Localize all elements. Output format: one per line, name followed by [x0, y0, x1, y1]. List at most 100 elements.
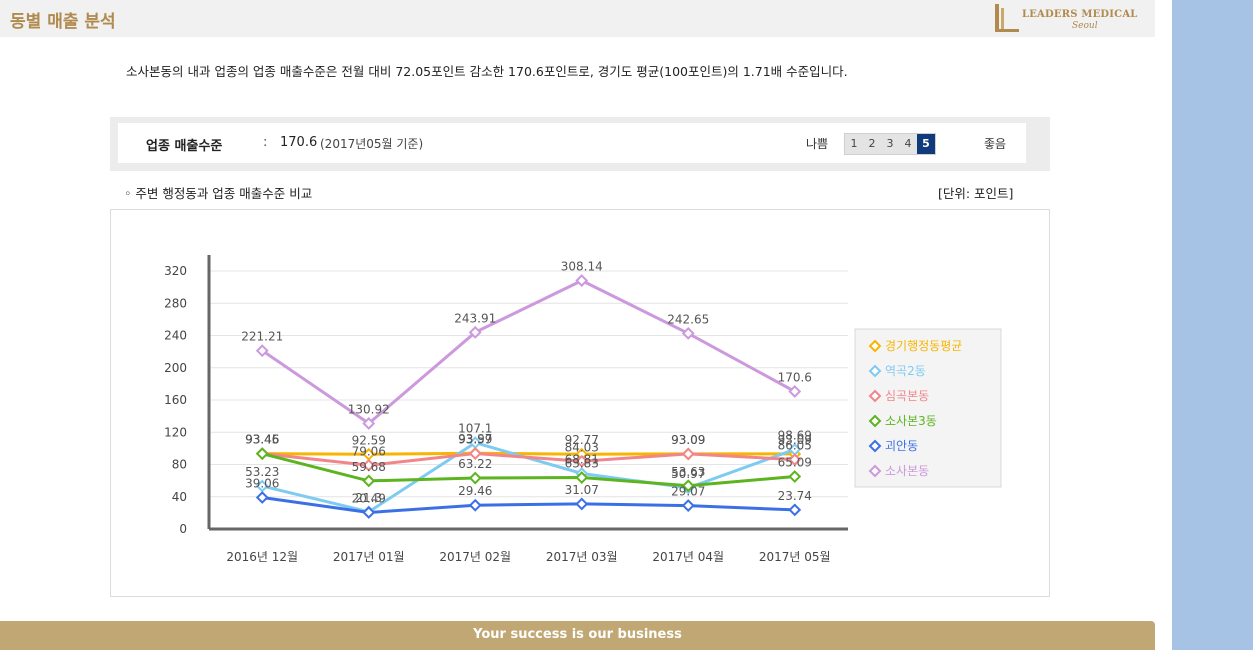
data-point [468, 498, 482, 512]
summary-text: 소사본동의 내과 업종의 업종 매출수준은 전월 대비 72.05포인트 감소한… [126, 64, 848, 79]
legend-marker [868, 464, 882, 478]
series-line [261, 278, 796, 426]
scale-step-3: 3 [886, 137, 894, 150]
data-label: 308.14 [561, 260, 603, 274]
data-label: 79.06 [352, 444, 386, 458]
data-point [681, 447, 695, 461]
data-point [255, 479, 269, 493]
data-point [362, 474, 376, 488]
data-label: 21.3 [355, 491, 382, 505]
y-tick-label: 40 [172, 490, 187, 504]
data-label: 63.83 [565, 457, 599, 471]
data-label: 93.09 [671, 433, 705, 447]
data-label: 107.1 [458, 422, 492, 436]
y-tick-label: 320 [164, 264, 187, 278]
legend-label: 역곡2동 [885, 364, 926, 378]
data-label: 53.63 [671, 465, 705, 479]
y-tick-label: 160 [164, 393, 187, 407]
sales-level-value: 170.6 [280, 135, 318, 150]
y-tick-label: 280 [164, 296, 187, 310]
legend-label: 경기행정동평균 [885, 338, 962, 353]
legend-marker [868, 439, 882, 453]
level-scale: 1 2 3 4 5 [844, 133, 936, 155]
scale-step-1: 1 [850, 137, 858, 150]
footer-slogan: Your success is our business [473, 627, 682, 642]
data-label: 221.21 [241, 330, 283, 344]
data-point [255, 491, 269, 504]
data-label: 65.09 [778, 456, 812, 470]
right-side-panel [1172, 0, 1253, 650]
data-label: 84.03 [565, 440, 599, 454]
page-title: 동별 매출 분석 [10, 12, 116, 32]
header-bar: 동별 매출 분석 LEADERS MEDICAL Seoul [0, 0, 1155, 37]
x-tick-label: 2017년 01월 [333, 550, 405, 564]
logo-mark-icon [995, 4, 1019, 32]
data-point [575, 471, 589, 484]
data-point [575, 497, 589, 511]
data-point [575, 274, 589, 287]
data-point [255, 447, 269, 461]
data-label: 59.68 [352, 460, 386, 474]
legend-marker [868, 364, 882, 378]
x-tick-label: 2017년 05월 [759, 550, 831, 564]
data-label: 20.49 [352, 491, 386, 505]
data-label: 39.06 [245, 477, 279, 491]
y-tick-label: 240 [164, 329, 187, 343]
sales-level-label: 업종 매출수준 [146, 139, 223, 154]
data-point [575, 454, 589, 468]
data-point [681, 499, 695, 512]
x-tick-label: 2017년 03월 [546, 550, 618, 564]
data-point [468, 325, 482, 339]
data-label: 63.22 [458, 457, 492, 471]
data-label: 242.65 [667, 312, 709, 326]
data-label: 29.07 [671, 485, 705, 499]
y-tick-label: 120 [164, 425, 187, 439]
x-tick-label: 2016년 12월 [226, 550, 298, 564]
data-label: 29.46 [458, 484, 492, 498]
unit-label: [단위: 포인트] [938, 186, 1014, 201]
legend-label: 심곡본동 [885, 389, 929, 403]
data-point [788, 470, 802, 483]
legend-marker [868, 339, 882, 353]
legend-label: 소사본동 [885, 464, 929, 478]
scale-step-4: 4 [904, 137, 912, 150]
data-label: 98.69 [778, 428, 812, 442]
sales-level-box: 업종 매출수준 : 170.6 (2017년05월 기준) 나쁨 1 2 3 4… [110, 117, 1050, 171]
y-tick-label: 80 [172, 458, 187, 472]
data-label: 130.92 [348, 402, 390, 416]
sales-level-separator: : [263, 135, 268, 150]
data-label: 50.97 [671, 467, 705, 481]
data-label: 243.91 [454, 311, 496, 325]
data-point [788, 385, 802, 398]
logo-name: LEADERS MEDICAL [1022, 9, 1138, 20]
data-label: 92.77 [565, 433, 599, 447]
legend-label: 괴안동 [885, 439, 918, 453]
company-logo: LEADERS MEDICAL Seoul [992, 3, 1152, 35]
x-tick-label: 2017년 02월 [439, 550, 511, 564]
scale-good-label: 좋음 [984, 137, 1007, 151]
y-tick-label: 0 [179, 522, 187, 536]
data-point [468, 447, 482, 460]
data-point [681, 326, 695, 340]
scale-step-5-active: 5 [917, 134, 935, 154]
y-tick-label: 200 [164, 361, 187, 375]
data-point [362, 417, 376, 430]
data-point [362, 458, 376, 472]
data-label: 93.45 [245, 433, 279, 447]
legend-marker [868, 414, 882, 428]
data-label: 31.07 [565, 483, 599, 497]
series-line [261, 452, 795, 488]
data-label: 53.23 [245, 465, 279, 479]
footer-bar: Your success is our business [0, 621, 1155, 650]
legend-marker [868, 389, 882, 403]
series-line [262, 451, 795, 467]
data-label: 86.05 [778, 439, 812, 453]
sales-level-inner: 업종 매출수준 : 170.6 (2017년05월 기준) 나쁨 1 2 3 4… [118, 123, 1026, 163]
data-point [468, 471, 482, 485]
logo-sub: Seoul [1072, 21, 1098, 31]
series-line [262, 496, 795, 515]
legend-label: 소사본3동 [885, 414, 937, 428]
comparison-title: ◦ 주변 행정동과 업종 매출수준 비교 [124, 186, 313, 201]
data-label: 170.6 [778, 370, 812, 384]
data-label: 93.09 [778, 433, 812, 447]
